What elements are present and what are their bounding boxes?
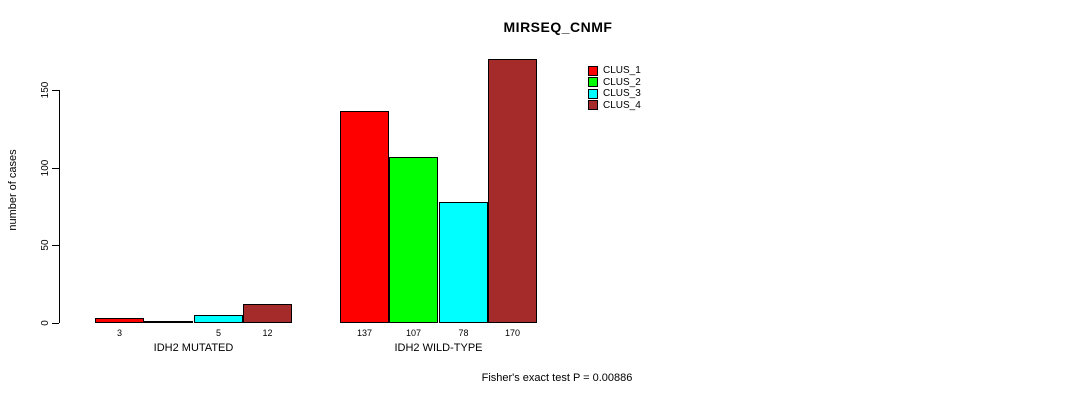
y-tick-label-0: 0: [40, 320, 51, 326]
group-label-idh2-mutated: IDH2 MUTATED: [153, 342, 234, 354]
bar-mutated-clus-4: [243, 304, 292, 323]
y-tick-100: [52, 168, 59, 169]
legend-label-clus-1: CLUS_1: [603, 65, 641, 77]
bar-mutated-clus-2: [144, 321, 193, 323]
y-tick-50: [52, 245, 59, 246]
group-label-idh2-wild-type: IDH2 WILD-TYPE: [394, 342, 483, 354]
legend-entry-clus-1: CLUS_1: [588, 65, 641, 77]
legend-entry-clus-3: CLUS_3: [588, 88, 641, 100]
y-axis-line: [59, 90, 60, 323]
bar-wildtype-clus-1: [340, 111, 389, 323]
bar-value-wildtype-clus-1: 137: [356, 328, 373, 338]
bar-wildtype-clus-2: [389, 157, 438, 323]
y-tick-label-150: 150: [40, 81, 51, 99]
bar-value-wildtype-clus-2: 107: [405, 328, 422, 338]
fisher-test-footnote: Fisher's exact test P = 0.00886: [481, 372, 633, 384]
legend-swatch-clus-3: [588, 88, 598, 99]
y-tick-label-100: 100: [40, 159, 51, 177]
bar-value-mutated-clus-1: 3: [116, 328, 122, 338]
legend-entry-clus-2: CLUS_2: [588, 77, 641, 89]
bar-mutated-clus-3: [194, 315, 243, 323]
y-tick-label-50: 50: [40, 239, 51, 251]
bar-mutated-clus-1: [95, 318, 144, 323]
legend-entry-clus-4: CLUS_4: [588, 100, 641, 112]
y-tick-0: [52, 323, 59, 324]
bar-value-mutated-clus-4: 12: [262, 328, 273, 338]
bar-value-wildtype-clus-4: 170: [504, 328, 521, 338]
bar-value-mutated-clus-3: 5: [215, 328, 221, 338]
y-tick-150: [52, 90, 59, 91]
bar-value-wildtype-clus-3: 78: [458, 328, 469, 338]
legend-swatch-clus-1: [588, 65, 598, 76]
legend-swatch-clus-2: [588, 77, 598, 88]
bar-wildtype-clus-3: [439, 202, 488, 323]
y-axis-title: number of cases: [7, 149, 19, 231]
legend-label-clus-3: CLUS_3: [603, 88, 641, 100]
legend-label-clus-2: CLUS_2: [603, 76, 641, 88]
legend-swatch-clus-4: [588, 100, 598, 111]
legend: CLUS_1 CLUS_2 CLUS_3 CLUS_4: [588, 65, 641, 111]
chart-title: MIRSEQ_CNMF: [503, 19, 613, 35]
legend-label-clus-4: CLUS_4: [603, 99, 641, 111]
bar-wildtype-clus-4: [488, 59, 537, 323]
